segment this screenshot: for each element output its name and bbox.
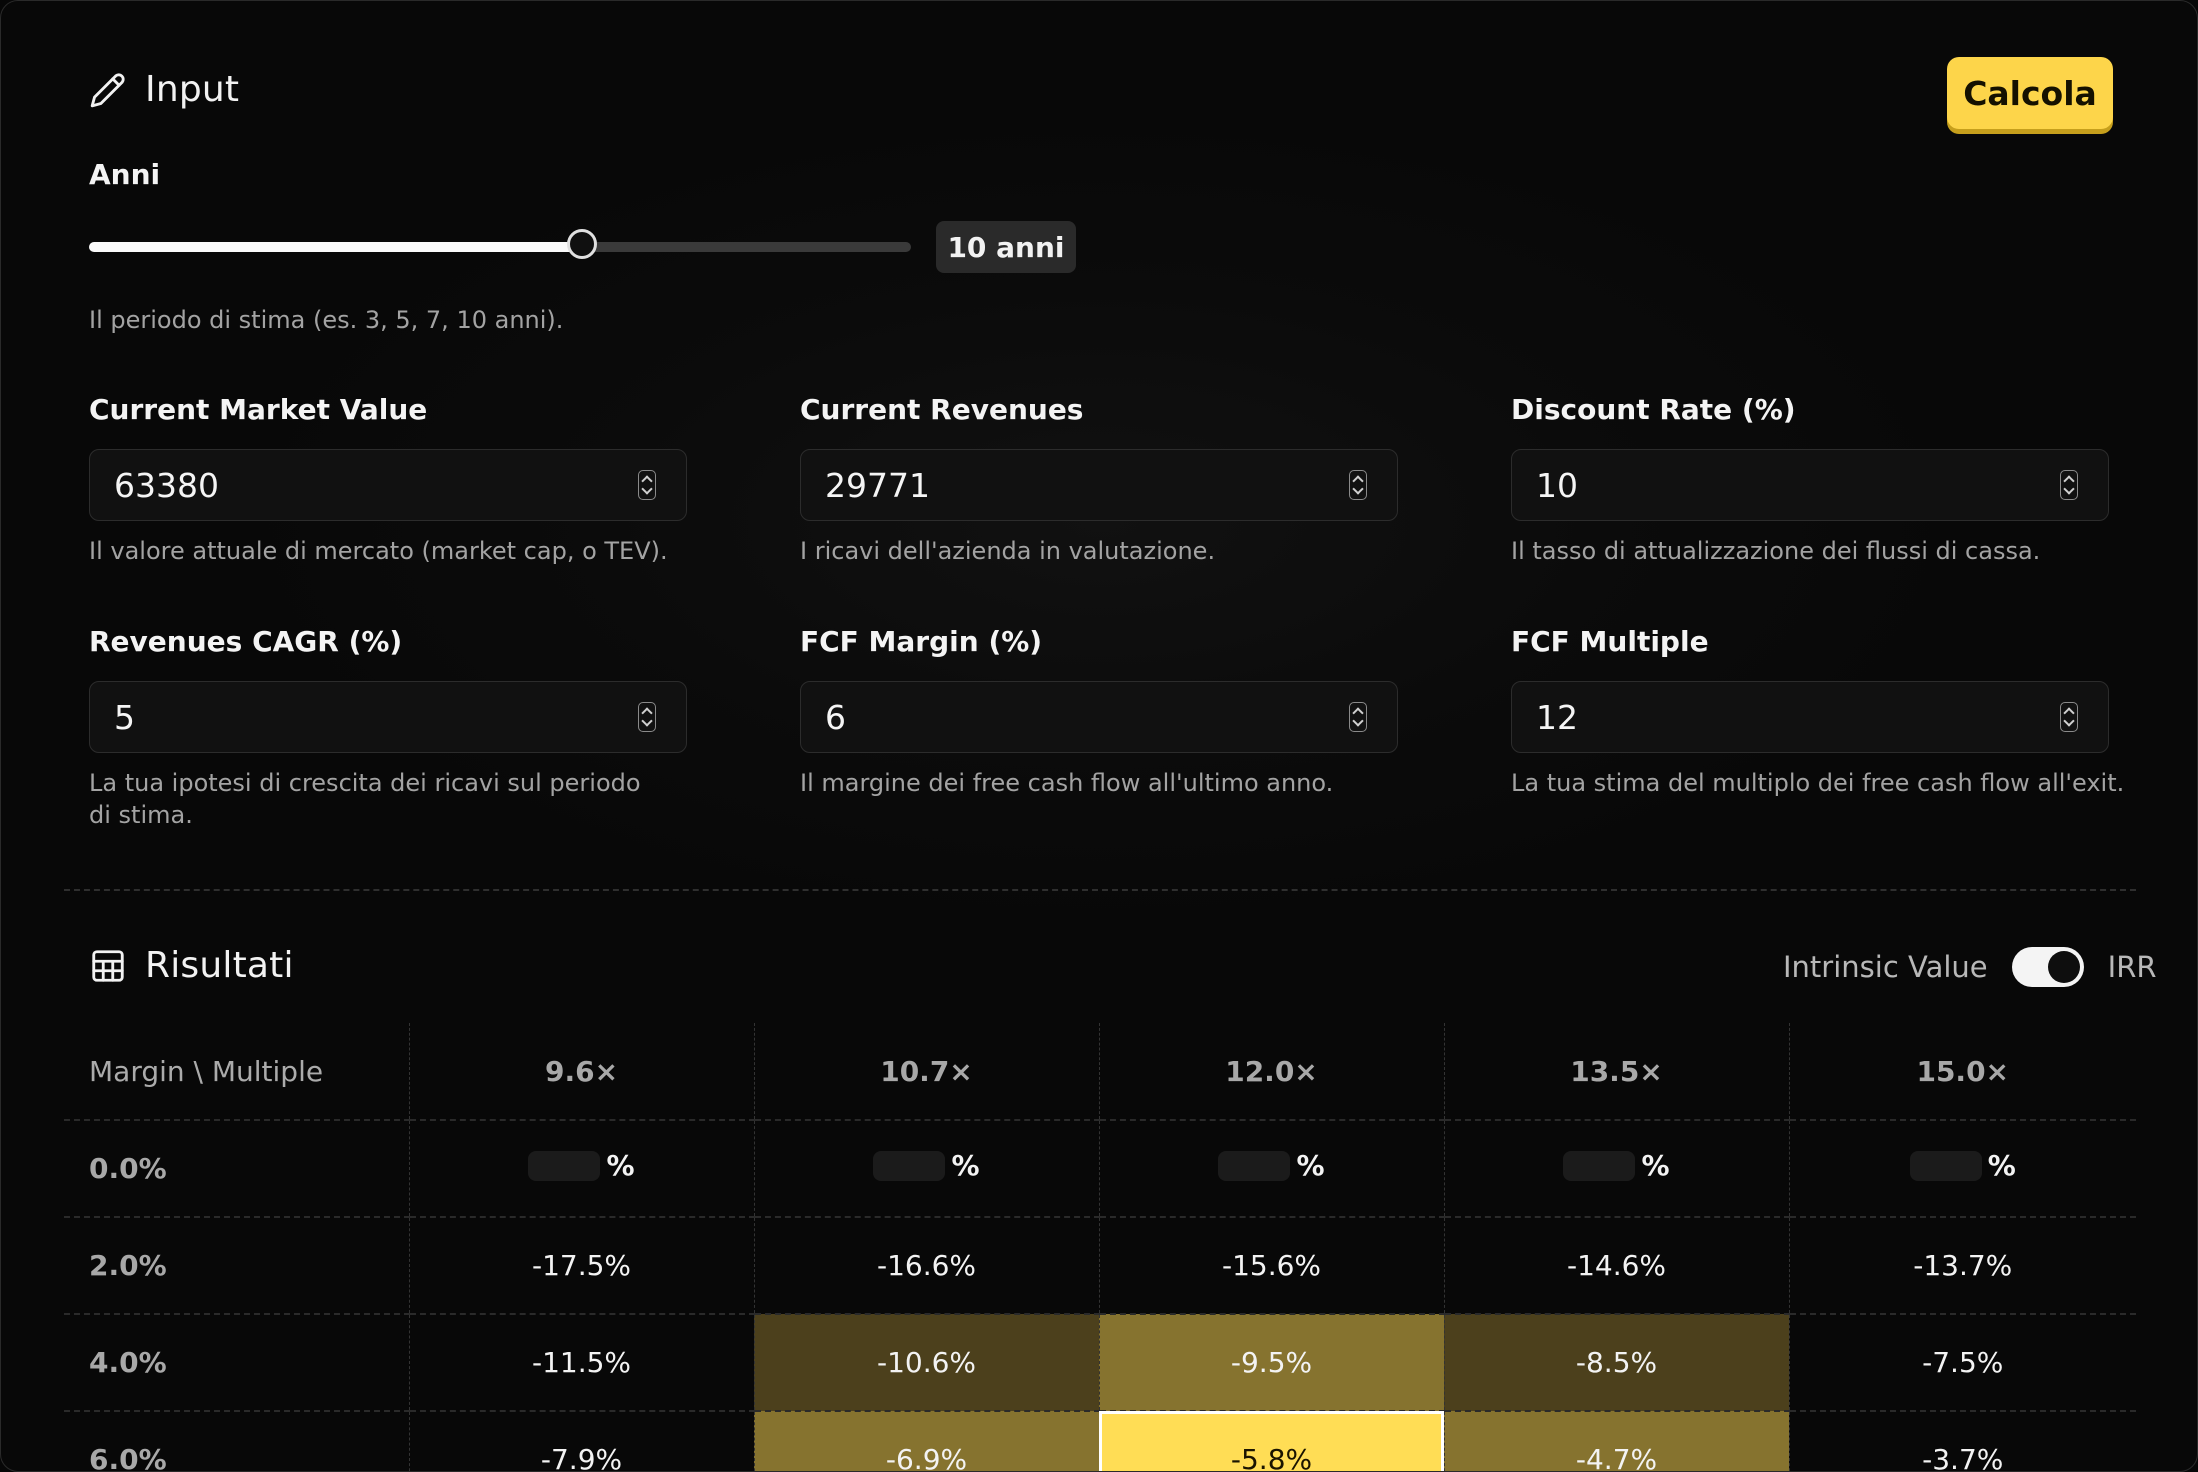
table-corner-label: Margin \ Multiple <box>64 1023 410 1121</box>
cagr-field[interactable] <box>89 681 687 753</box>
input-section-title: Input <box>89 69 239 110</box>
revenues-stepper-icon[interactable] <box>1349 470 1367 500</box>
table-cell: -14.6% <box>1444 1217 1790 1315</box>
fcf-margin-stepper-icon[interactable] <box>1349 702 1367 732</box>
table-cell: -11.5% <box>409 1314 755 1412</box>
discount-rate-help: Il tasso di attualizzazione dei flussi d… <box>1511 537 2041 565</box>
years-value-badge: 10 anni <box>936 221 1076 273</box>
market-value-field[interactable] <box>89 449 687 521</box>
table-cell: -8.5% <box>1444 1314 1790 1412</box>
results-table: Margin \ Multiple 9.6× 10.7× 12.0× 13.5×… <box>64 1023 2136 1471</box>
row-margin-label: 6.0% <box>64 1411 410 1471</box>
years-help: Il periodo di stima (es. 3, 5, 7, 10 ann… <box>89 306 564 334</box>
discount-rate-input[interactable] <box>1536 450 2036 520</box>
table-cell: -7.9% <box>409 1411 755 1471</box>
table-cell: -9.5% <box>1099 1314 1445 1412</box>
table-cell: -10.6% <box>754 1314 1100 1412</box>
loading-placeholder <box>873 1150 946 1181</box>
table-row: 6.0% -7.9% -6.9% -5.8% -4.7% -3.7% <box>64 1411 2136 1471</box>
table-cell: % <box>1789 1120 2136 1218</box>
toggle-knob <box>2047 951 2080 983</box>
years-slider[interactable] <box>89 229 911 259</box>
fcf-multiple-label: FCF Multiple <box>1511 625 1709 658</box>
fcf-multiple-stepper-icon[interactable] <box>2060 702 2078 732</box>
table-cell: -13.7% <box>1789 1217 2136 1315</box>
revenues-label: Current Revenues <box>800 393 1084 426</box>
revenues-field[interactable] <box>800 449 1398 521</box>
years-slider-handle[interactable] <box>567 229 598 259</box>
results-title: Risultati <box>145 945 294 986</box>
view-toggle[interactable] <box>2011 947 2084 987</box>
table-header-row: Margin \ Multiple 9.6× 10.7× 12.0× 13.5×… <box>64 1023 2136 1121</box>
row-margin-label: 0.0% <box>64 1120 410 1218</box>
table-row: 2.0% -17.5% -16.6% -15.6% -14.6% -13.7% <box>64 1217 2136 1315</box>
cagr-stepper-icon[interactable] <box>638 702 656 732</box>
calculator-icon <box>89 947 127 985</box>
years-slider-fill <box>89 242 583 252</box>
market-value-input[interactable] <box>114 450 614 520</box>
intrinsic-value-label: Intrinsic Value <box>1783 950 1988 984</box>
fcf-margin-field[interactable] <box>800 681 1398 753</box>
fcf-margin-input[interactable] <box>825 682 1325 752</box>
table-cell: -15.6% <box>1099 1217 1445 1315</box>
market-value-stepper-icon[interactable] <box>638 470 656 500</box>
table-row: 0.0% % % % % % <box>64 1120 2136 1218</box>
table-row: 4.0% -11.5% -10.6% -9.5% -8.5% -7.5% <box>64 1314 2136 1412</box>
table-cell: -6.9% <box>754 1411 1100 1471</box>
table-cell: -4.7% <box>1444 1411 1790 1471</box>
table-cell: -3.7% <box>1789 1411 2136 1471</box>
discount-rate-label: Discount Rate (%) <box>1511 393 1796 426</box>
table-cell: % <box>754 1120 1100 1218</box>
loading-placeholder <box>528 1150 601 1181</box>
column-header: 9.6× <box>409 1023 755 1121</box>
row-margin-label: 4.0% <box>64 1314 410 1412</box>
table-cell: -5.8% <box>1099 1411 1445 1471</box>
loading-placeholder <box>1218 1150 1291 1181</box>
section-divider <box>64 889 2136 891</box>
column-header: 13.5× <box>1444 1023 1790 1121</box>
loading-placeholder <box>1563 1150 1636 1181</box>
market-value-help: Il valore attuale di mercato (market cap… <box>89 537 668 565</box>
fcf-multiple-input[interactable] <box>1536 682 2036 752</box>
years-label: Anni <box>89 158 161 191</box>
column-header: 12.0× <box>1099 1023 1445 1121</box>
discount-rate-field[interactable] <box>1511 449 2109 521</box>
fcf-margin-help: Il margine dei free cash flow all'ultimo… <box>800 769 1334 797</box>
loading-placeholder <box>1909 1150 1982 1181</box>
fcf-multiple-field[interactable] <box>1511 681 2109 753</box>
table-cell: % <box>409 1120 755 1218</box>
table-cell: % <box>1099 1120 1445 1218</box>
revenues-help: I ricavi dell'azienda in valutazione. <box>800 537 1216 565</box>
market-value-label: Current Market Value <box>89 393 428 426</box>
cagr-label: Revenues CAGR (%) <box>89 625 403 658</box>
cagr-help: La tua ipotesi di crescita dei ricavi su… <box>89 769 641 829</box>
calcola-button[interactable]: Calcola <box>1947 57 2113 129</box>
revenues-input[interactable] <box>825 450 1325 520</box>
column-header: 15.0× <box>1789 1023 2136 1121</box>
cagr-input[interactable] <box>114 682 614 752</box>
fcf-margin-label: FCF Margin (%) <box>800 625 1043 658</box>
view-toggle-group: Intrinsic Value IRR <box>1783 947 2157 987</box>
column-header: 10.7× <box>754 1023 1100 1121</box>
discount-rate-stepper-icon[interactable] <box>2060 470 2078 500</box>
irr-label: IRR <box>2107 950 2157 984</box>
table-cell: -7.5% <box>1789 1314 2136 1412</box>
table-cell: -16.6% <box>754 1217 1100 1315</box>
fcf-multiple-help: La tua stima del multiplo dei free cash … <box>1511 769 2125 797</box>
results-section-title: Risultati <box>89 945 294 986</box>
row-margin-label: 2.0% <box>64 1217 410 1315</box>
input-title: Input <box>145 69 240 110</box>
pencil-icon <box>89 71 127 109</box>
table-cell: -17.5% <box>409 1217 755 1315</box>
table-cell: % <box>1444 1120 1790 1218</box>
